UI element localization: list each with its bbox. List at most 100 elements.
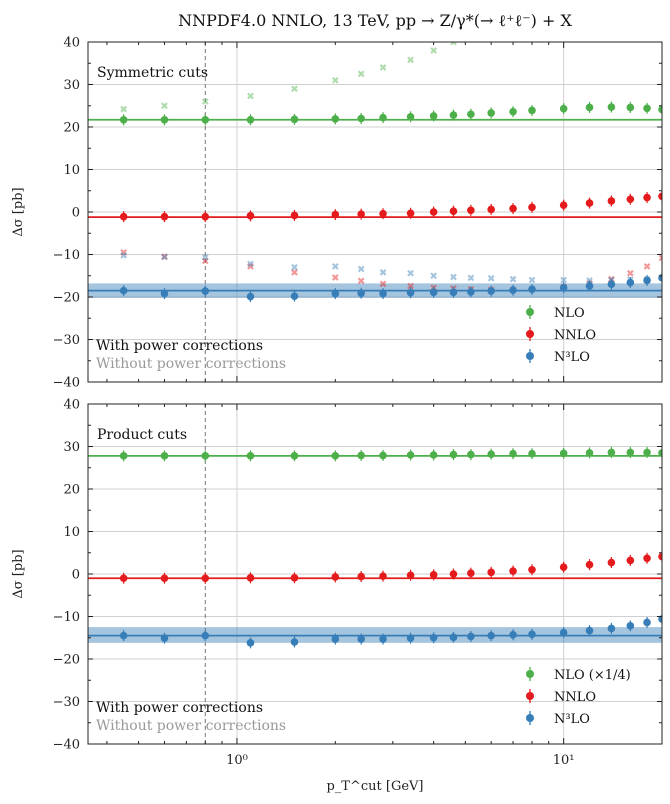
- y-tick-label: 0: [72, 568, 80, 583]
- nlo-point: [626, 103, 635, 112]
- y-axis-title: Δσ [pb]: [11, 187, 26, 236]
- nnlo-point: [658, 192, 662, 201]
- nnlo-point: [607, 197, 616, 205]
- without-power-corrections-label: Without power corrections: [96, 718, 286, 734]
- nnlo-point: [487, 205, 495, 214]
- n3lo-point: [449, 288, 458, 297]
- nnlo-point: [626, 195, 635, 204]
- nnlo-point: [585, 199, 594, 207]
- n3lo-point: [290, 292, 299, 300]
- nnlo-point-without-pc: [658, 254, 662, 262]
- nlo-point: [357, 114, 365, 123]
- n3lo-point: [509, 630, 517, 639]
- y-tick-label: −40: [53, 376, 80, 391]
- n3lo-point: [119, 631, 128, 640]
- nnlo-point: [467, 206, 475, 215]
- n3lo-point: [487, 287, 495, 295]
- nnlo-point: [160, 212, 169, 221]
- nnlo-point-without-pc: [120, 248, 128, 256]
- nlo-point-without-pc: [331, 76, 339, 84]
- nlo-point: [201, 115, 210, 124]
- y-tick-label: 40: [63, 398, 80, 413]
- nlo-point: [160, 115, 169, 124]
- n3lo-point-without-pc: [331, 263, 339, 270]
- n3lo-point-without-pc: [291, 263, 298, 271]
- n3lo-point: [449, 633, 458, 642]
- x-tick-label: 10⁰: [226, 753, 248, 768]
- nnlo-point: [406, 209, 415, 218]
- nlo-point-without-pc: [407, 56, 414, 64]
- y-tick-label: −30: [53, 695, 80, 710]
- nnlo-point: [643, 554, 651, 563]
- nlo-point: [449, 450, 458, 459]
- nnlo-point: [201, 212, 210, 221]
- panel-2: −40 −30 −20 −10 0 10 20 30 40 10⁰ 10¹ Δσ [pb] Produc…: [11, 398, 663, 768]
- n3lo-point-without-pc: [379, 268, 387, 276]
- nlo-point-without-pc: [450, 42, 457, 46]
- with-power-corrections-label: With power corrections: [96, 700, 263, 716]
- nlo-point: [658, 449, 662, 457]
- n3lo-point: [559, 283, 568, 292]
- nnlo-point: [119, 574, 128, 583]
- nlo-point: [290, 115, 299, 124]
- nnlo-point-without-pc: [331, 274, 339, 281]
- nnlo-point: [509, 204, 517, 213]
- n3lo-point: [406, 288, 415, 297]
- nlo-point: [585, 449, 594, 457]
- n3lo-point: [643, 276, 651, 285]
- n3lo-point: [626, 622, 635, 630]
- n3lo-point: [643, 618, 651, 627]
- x-tick-label: 10¹: [553, 753, 575, 768]
- n3lo-point-without-pc: [586, 277, 593, 284]
- nlo-point: [379, 451, 387, 460]
- n3lo-point-without-pc: [120, 251, 128, 259]
- nlo-point: [449, 111, 458, 119]
- chart-title: NNPDF4.0 NNLO, 13 TeV, pp → Z/γ*(→ ℓ⁺ℓ⁻)…: [178, 11, 572, 30]
- nlo-point: [559, 449, 568, 458]
- nlo-point-without-pc: [291, 85, 298, 93]
- nnlo-point: [119, 212, 128, 221]
- nnlo-point: [357, 572, 365, 581]
- with-power-corrections-label: With power corrections: [96, 338, 263, 354]
- nnlo-point: [643, 193, 651, 202]
- y-tick-label: −30: [53, 333, 80, 348]
- nlo-point: [487, 450, 495, 458]
- nlo-point: [626, 448, 635, 457]
- nnlo-point: [379, 209, 387, 218]
- legend-label-nlo: NLO (×1/4): [554, 668, 631, 683]
- n3lo-point: [658, 615, 662, 623]
- n3lo-point: [559, 628, 568, 637]
- nlo-point: [643, 104, 651, 113]
- n3lo-point: [379, 635, 387, 643]
- n3lo-point: [201, 287, 210, 295]
- y-tick-label: 40: [63, 36, 80, 51]
- nnlo-point-without-pc: [379, 280, 387, 288]
- nnlo-point: [201, 574, 210, 583]
- nnlo-point: [357, 210, 365, 218]
- legend-marker-n3lo: [526, 714, 534, 722]
- nnlo-point: [626, 556, 635, 565]
- nnlo-point: [429, 208, 438, 216]
- nlo-point-without-pc: [357, 70, 365, 78]
- n3lo-point: [246, 639, 255, 647]
- nnlo-point-without-pc: [357, 277, 365, 285]
- nnlo-point: [429, 571, 438, 579]
- nlo-point: [607, 103, 616, 111]
- nnlo-point: [246, 212, 255, 220]
- markers: [119, 446, 662, 649]
- nnlo-point: [585, 560, 594, 569]
- nnlo-point: [509, 567, 517, 575]
- nnlo-point-without-pc: [201, 257, 209, 265]
- nlo-point: [429, 451, 438, 459]
- nlo-point: [246, 115, 255, 124]
- nlo-point: [379, 113, 387, 122]
- legend-marker-nlo: [526, 308, 534, 316]
- n3lo-point: [607, 624, 616, 633]
- n3lo-point: [528, 285, 536, 294]
- n3lo-point: [528, 630, 536, 639]
- n3lo-point: [201, 631, 210, 640]
- n3lo-point-without-pc: [467, 274, 475, 282]
- without-power-corrections-label: Without power corrections: [96, 356, 286, 372]
